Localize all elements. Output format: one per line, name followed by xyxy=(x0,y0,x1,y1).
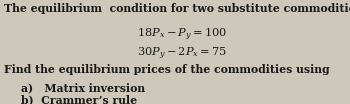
Text: $30P_y - 2P_x = 75$: $30P_y - 2P_x = 75$ xyxy=(137,46,227,62)
Text: a)   Matrix inversion: a) Matrix inversion xyxy=(21,82,145,93)
Text: b)  Crammer’s rule: b) Crammer’s rule xyxy=(21,95,137,104)
Text: The equilibrium  condition for two substitute commodities are given as: The equilibrium condition for two substi… xyxy=(4,3,350,14)
Text: Find the equilibrium prices of the commodities using: Find the equilibrium prices of the commo… xyxy=(4,64,329,76)
Text: $18P_x - P_y = 100$: $18P_x - P_y = 100$ xyxy=(137,27,227,43)
